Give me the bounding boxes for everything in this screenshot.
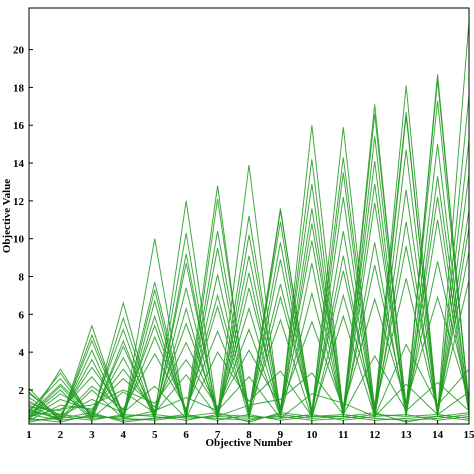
series-line-25 <box>28 375 470 421</box>
x-tick-label: 2 <box>58 429 64 441</box>
y-tick-label: 4 <box>19 347 25 359</box>
x-tick-label: 5 <box>152 429 158 441</box>
y-tick-label: 16 <box>13 120 25 132</box>
y-tick-label: 12 <box>13 196 25 208</box>
y-tick-label: 14 <box>13 158 25 170</box>
x-tick-label: 10 <box>306 429 318 441</box>
x-tick-label: 11 <box>338 429 348 441</box>
x-tick-label: 1 <box>26 429 32 441</box>
series-line-20 <box>28 414 470 423</box>
x-tick-label: 3 <box>89 429 95 441</box>
x-tick-label: 14 <box>432 429 444 441</box>
y-tick-label: 18 <box>13 82 25 94</box>
series-line-21 <box>28 412 470 421</box>
series-line-11 <box>28 197 470 421</box>
series-line-2 <box>28 21 470 424</box>
series-line-3 <box>28 74 470 421</box>
x-axis: 1 2 3 4 5 6 7 8 9 10 11 12 13 14 15 <box>26 420 474 441</box>
y-axis-label: Objective Value <box>1 179 13 253</box>
x-axis-label: Objective Number <box>205 437 292 449</box>
x-tick-label: 4 <box>121 429 127 441</box>
x-tick-label: 9 <box>278 429 284 441</box>
x-tick-label: 12 <box>369 429 381 441</box>
x-tick-label: 6 <box>183 429 189 441</box>
x-tick-label: 8 <box>246 429 252 441</box>
x-tick-label: 15 <box>464 429 474 441</box>
series-line-24 <box>28 354 470 420</box>
y-axis: 2 4 6 8 10 12 14 16 18 20 <box>13 45 33 397</box>
x-tick-label: 13 <box>401 429 413 441</box>
y-tick-label: 10 <box>13 234 25 246</box>
series-line-1 <box>28 79 470 423</box>
y-tick-label: 6 <box>19 309 25 321</box>
y-tick-label: 20 <box>13 45 25 57</box>
y-tick-label: 8 <box>19 272 25 284</box>
series-line-9 <box>28 161 470 420</box>
x-tick-label: 7 <box>215 429 221 441</box>
series-line-12 <box>28 221 470 419</box>
series-line-19 <box>28 414 470 423</box>
series-lines <box>28 21 470 424</box>
series-line-23 <box>28 314 470 420</box>
series-line-7 <box>28 144 470 421</box>
series-line-16 <box>28 278 470 421</box>
y-tick-label: 2 <box>19 385 25 397</box>
